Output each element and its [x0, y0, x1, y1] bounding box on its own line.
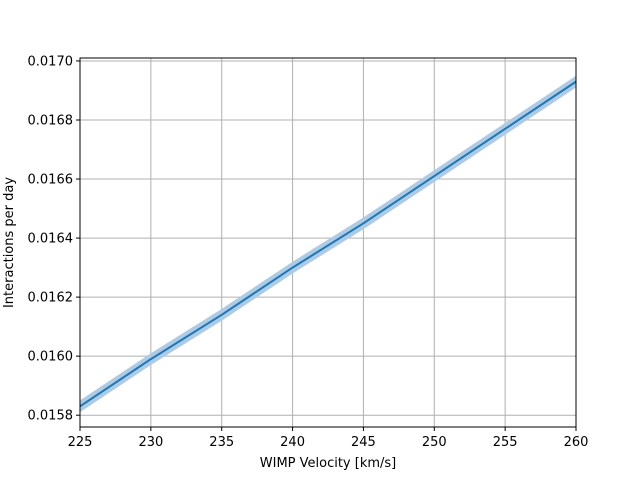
x-tick-label: 250 — [422, 435, 447, 450]
y-tick-label: 0.0170 — [28, 54, 74, 69]
plot-frame — [79, 57, 577, 428]
x-tick-label: 260 — [564, 435, 589, 450]
ticks: 225 230 235 240 245 250 255 260 0.0158 0.0160 0.01… — [28, 54, 589, 450]
y-tick-label: 0.0162 — [28, 291, 74, 306]
series-line — [79, 80, 577, 408]
x-tick-label: 230 — [138, 435, 163, 450]
x-tick-label: 245 — [351, 435, 376, 450]
y-tick-label: 0.0166 — [28, 173, 74, 188]
x-tick-label: 255 — [493, 435, 518, 450]
x-tick-label: 225 — [68, 435, 93, 450]
x-axis-label: WIMP Velocity [km/s] — [260, 456, 397, 471]
x-tick-label: 240 — [280, 435, 305, 450]
confidence-band — [80, 75, 576, 413]
y-tick-label: 0.0160 — [28, 350, 74, 365]
y-tick-label: 0.0164 — [28, 232, 74, 247]
y-tick-label: 0.0158 — [28, 409, 74, 424]
grid — [79, 58, 577, 427]
x-tick-label: 235 — [209, 435, 234, 450]
y-axis-label: Interactions per day — [2, 177, 17, 308]
y-tick-label: 0.0168 — [28, 113, 74, 128]
